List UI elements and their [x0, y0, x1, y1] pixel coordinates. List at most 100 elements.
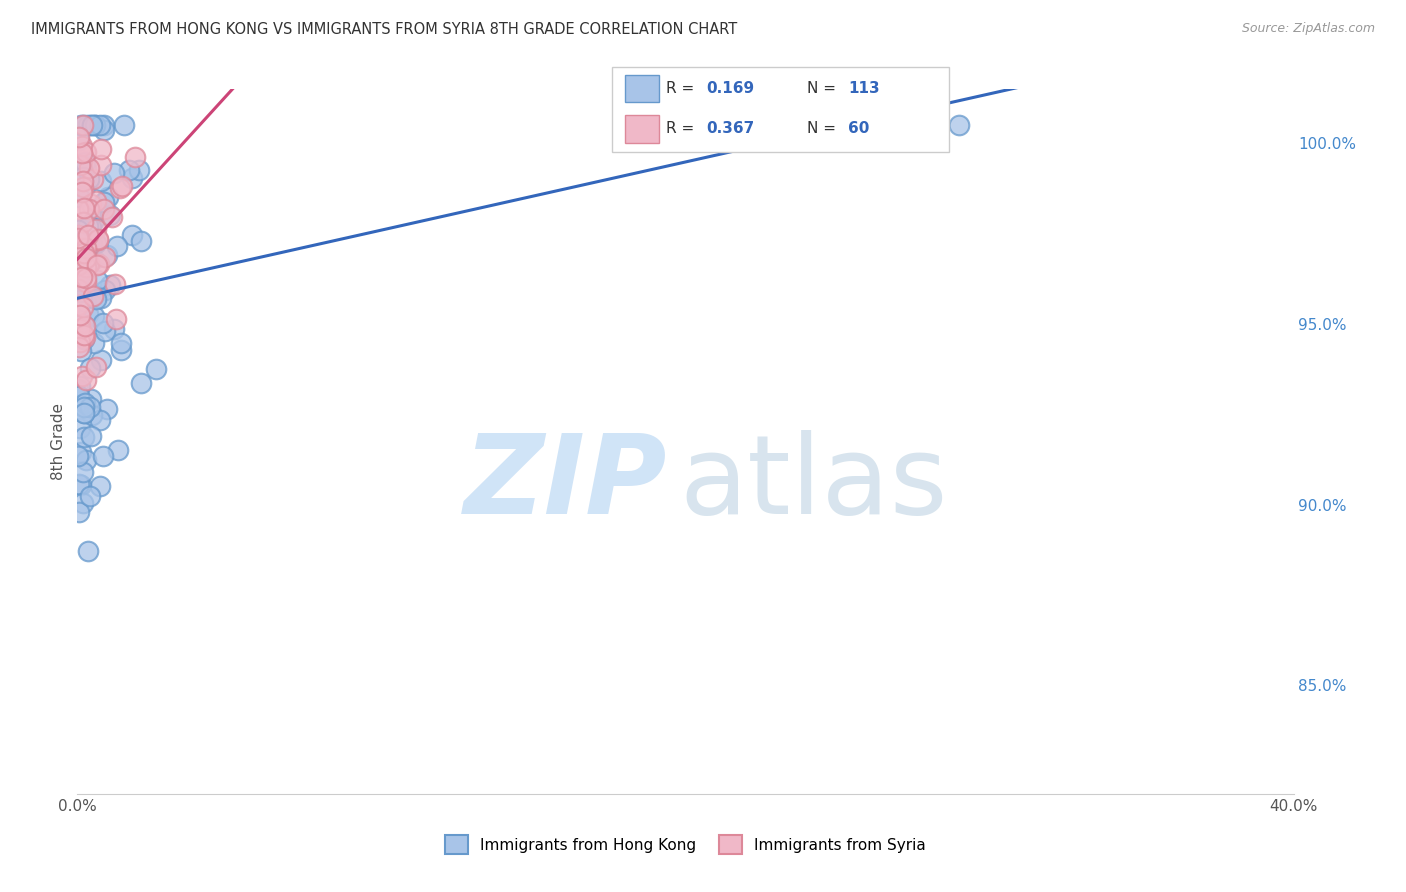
Point [80, 236, 103, 251]
Point [70, 261, 93, 276]
Point [84, 119, 107, 133]
Point [72, 180, 94, 194]
Point [86, 259, 108, 273]
Point [79, 400, 101, 414]
Point [67, 258, 90, 272]
Point [70, 222, 93, 236]
Point [75, 155, 97, 169]
Point [73, 401, 96, 415]
Point [72, 215, 94, 229]
Point [70, 119, 93, 133]
Point [69, 317, 91, 331]
Point [84, 194, 107, 209]
Point [80, 429, 103, 443]
Point [110, 343, 132, 358]
Point [90, 292, 112, 306]
Point [75, 275, 97, 289]
Point [67, 246, 90, 260]
Point [82, 289, 104, 303]
Point [108, 180, 131, 194]
Point [79, 119, 101, 133]
Text: N =: N = [807, 80, 841, 95]
Point [70, 278, 93, 293]
Point [73, 119, 96, 133]
Point [75, 452, 97, 467]
Point [121, 227, 143, 242]
Point [72, 170, 94, 185]
Point [89, 119, 111, 133]
Point [69, 445, 91, 459]
Point [69, 263, 91, 277]
Point [73, 318, 96, 333]
Point [84, 293, 107, 307]
Point [73, 318, 96, 333]
Point [70, 318, 93, 333]
Point [69, 274, 91, 288]
Point [69, 158, 91, 172]
Point [75, 145, 97, 159]
Bar [626, 75, 659, 103]
Point [73, 332, 96, 346]
Point [79, 360, 101, 375]
Point [103, 166, 125, 180]
Point [69, 322, 91, 336]
Point [90, 142, 112, 156]
Bar [626, 115, 659, 143]
Point [75, 271, 97, 285]
Point [94, 284, 117, 298]
Point [77, 228, 100, 243]
Point [72, 231, 94, 245]
Point [93, 119, 115, 133]
Point [948, 119, 970, 133]
Point [67, 129, 90, 144]
Point [73, 429, 96, 443]
Point [67, 274, 90, 288]
Point [83, 252, 105, 267]
Point [70, 478, 93, 492]
Point [83, 336, 105, 351]
Point [76, 256, 98, 270]
Point [79, 202, 101, 216]
Point [93, 316, 115, 330]
Point [75, 329, 97, 343]
Point [73, 201, 96, 215]
Point [72, 139, 94, 153]
Point [96, 402, 118, 417]
Point [98, 208, 121, 222]
Point [72, 119, 94, 133]
Text: Source: ZipAtlas.com: Source: ZipAtlas.com [1241, 22, 1375, 36]
Point [77, 172, 100, 186]
Point [72, 300, 94, 314]
Point [80, 197, 103, 211]
Point [84, 359, 107, 374]
Point [86, 273, 108, 287]
Point [77, 544, 100, 558]
Point [83, 309, 105, 323]
Text: R =: R = [665, 80, 699, 95]
Point [111, 179, 134, 194]
Point [67, 247, 90, 261]
Point [75, 295, 97, 310]
Point [67, 239, 90, 253]
Point [93, 324, 115, 338]
Point [145, 362, 167, 376]
Point [67, 231, 90, 245]
Point [87, 233, 110, 247]
Point [90, 174, 112, 188]
Y-axis label: 8th Grade: 8th Grade [51, 403, 66, 480]
Point [67, 235, 90, 249]
Point [93, 202, 115, 216]
Point [107, 442, 129, 457]
Point [67, 318, 90, 332]
Point [90, 352, 112, 367]
Point [70, 263, 93, 277]
Point [69, 308, 91, 322]
Point [69, 421, 91, 435]
Point [67, 228, 90, 243]
Point [93, 123, 115, 137]
Point [83, 213, 105, 227]
Point [121, 170, 143, 185]
Point [128, 163, 150, 178]
Text: 0.169: 0.169 [706, 80, 754, 95]
Point [87, 202, 110, 217]
